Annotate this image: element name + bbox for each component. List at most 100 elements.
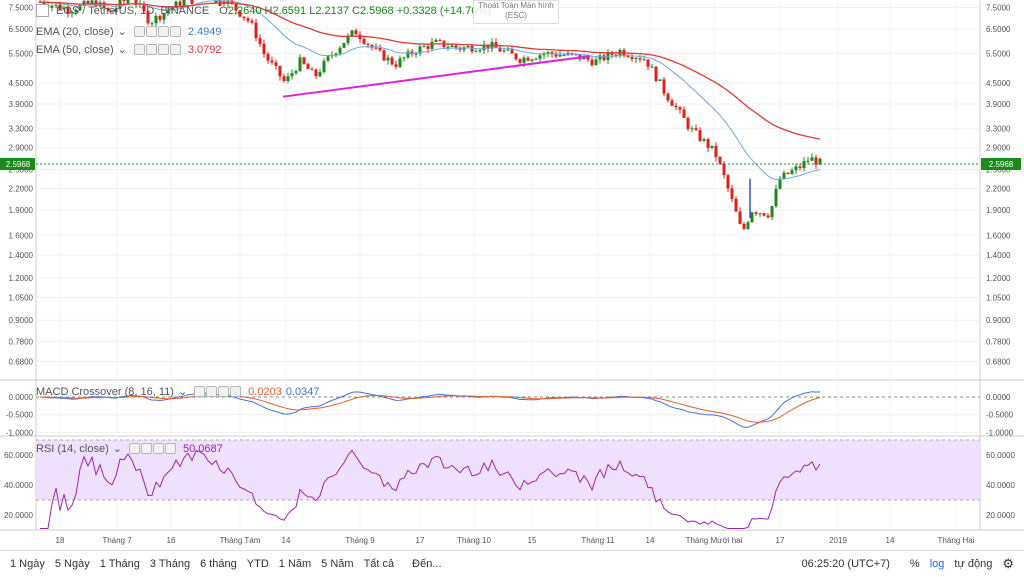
rsi-legend[interactable]: RSI (14, close) ⌄ 50.0687 <box>36 442 223 456</box>
y-tick-label-left: 1.4000 <box>9 251 34 260</box>
rsi-band <box>36 440 980 500</box>
chevron-down-icon[interactable]: ⌄ <box>112 443 122 455</box>
gear-icon[interactable]: ⚙ <box>1002 556 1014 571</box>
candle-body <box>90 0 94 4</box>
candle-body <box>418 46 422 54</box>
macd-legend[interactable]: MACD Crossover (8, 16, 11) ⌄ 0.0203 0.03… <box>36 385 319 399</box>
candle-body <box>570 52 574 54</box>
timeframe-5d[interactable]: 5 Ngày <box>54 558 90 570</box>
rsi-value: 50.0687 <box>182 442 223 455</box>
candle-body <box>270 60 274 63</box>
percent-toggle[interactable]: % <box>909 558 920 570</box>
candle-body <box>146 11 150 24</box>
y-tick-label-left: 1.0500 <box>9 294 34 303</box>
candle-body <box>774 188 778 207</box>
candle-body <box>554 54 558 57</box>
x-tick-label: Tháng 11 <box>581 536 615 545</box>
y-tick-label-left: 1.9000 <box>9 206 34 215</box>
candle-body <box>154 15 158 24</box>
timeframe-1y[interactable]: 1 Năm <box>278 558 312 570</box>
indicator-controls[interactable] <box>133 44 181 55</box>
y-tick-label-right: 0.9000 <box>986 316 1011 325</box>
candle-body <box>306 63 310 70</box>
x-tick-label: 2019 <box>829 536 847 545</box>
candle-body <box>190 0 194 5</box>
timeframe-ytd[interactable]: YTD <box>246 558 269 570</box>
chevron-down-icon[interactable]: ⌄ <box>117 44 127 56</box>
log-toggle[interactable]: log <box>929 558 945 570</box>
candle-body <box>546 52 550 54</box>
candle-body <box>282 76 286 82</box>
candle-body <box>78 4 82 11</box>
candle-body <box>522 57 526 63</box>
timeframe-3m[interactable]: 3 Tháng <box>149 558 191 570</box>
macd-tick-left: -1.0000 <box>6 428 34 437</box>
candle-body <box>286 76 290 82</box>
candle-body <box>466 46 470 48</box>
goto-date-button[interactable]: Đến... <box>412 558 442 570</box>
last-price-badge-right <box>981 158 1021 171</box>
candle-body <box>274 62 278 66</box>
candle-body <box>722 163 726 176</box>
ema50-legend[interactable]: EMA (50, close) ⌄ 3.0792 <box>36 43 222 57</box>
indicator-controls[interactable] <box>128 443 176 454</box>
candle-body <box>74 10 78 13</box>
indicator-controls[interactable] <box>133 26 181 37</box>
candle-body <box>818 158 822 165</box>
candle-body <box>290 73 294 77</box>
candle-body <box>590 59 594 66</box>
candle-body <box>54 4 58 6</box>
ohlc-values: O2.2640 H2.6591 L2.2137 C2.5968 +0.3328 … <box>219 4 491 17</box>
candle-body <box>510 49 514 54</box>
ema50-value: 3.0792 <box>187 43 222 56</box>
y-tick-label-right: 1.2000 <box>986 274 1011 283</box>
candle-body <box>486 44 490 49</box>
candle-body <box>110 10 114 13</box>
y-tick-label-right: 1.6000 <box>986 231 1011 240</box>
y-tick-label-right: 1.4000 <box>986 251 1011 260</box>
ema20-legend[interactable]: EMA (20, close) ⌄ 2.4949 <box>36 25 222 39</box>
auto-toggle[interactable]: tự động <box>954 558 993 570</box>
exit-fullscreen-tooltip[interactable]: Thoát Toàn Màn hình (ESC) <box>473 0 559 24</box>
y-tick-label-right: 0.6800 <box>986 358 1011 367</box>
candle-body <box>614 54 618 56</box>
indicator-controls[interactable] <box>194 386 242 397</box>
macd-tick-left: -0.5000 <box>6 411 34 420</box>
candle-body <box>50 5 54 8</box>
timeframe-1d[interactable]: 1 Ngày <box>10 558 45 570</box>
trendline <box>282 55 591 98</box>
candle-body <box>294 71 298 74</box>
timeframe-1m[interactable]: 1 Tháng <box>99 558 140 570</box>
collapse-icon[interactable] <box>36 4 49 17</box>
candle-body <box>802 161 806 168</box>
candle-body <box>706 139 710 148</box>
y-tick-label-right: 7.5000 <box>986 4 1011 13</box>
last-price-label-left: 2.5968 <box>6 160 31 169</box>
x-tick-label: 17 <box>776 536 785 545</box>
symbol-legend: EOS / TetherUS, 1D, BINANCE O2.2640 H2.6… <box>36 4 491 17</box>
y-tick-label-right: 6.5000 <box>986 25 1011 34</box>
candle-body <box>362 39 366 44</box>
ema50-label: EMA (50, close) <box>36 43 114 56</box>
y-tick-label-left: 0.7800 <box>9 337 34 346</box>
chevron-down-icon[interactable]: ⌄ <box>177 386 188 398</box>
bottom-right-controls: 06:25:20 (UTC+7) % log tự động ⚙ <box>802 551 1024 577</box>
chevron-down-icon[interactable]: ⌄ <box>117 26 127 38</box>
clock-label: 06:25:20 (UTC+7) <box>801 558 890 570</box>
candle-body <box>610 52 614 55</box>
candle-body <box>530 59 534 61</box>
candle-body <box>738 211 742 224</box>
last-price-label-right: 2.5968 <box>989 160 1014 169</box>
chart-canvas[interactable]: 7.5000 7.5000 6.5000 6.5000 5.5000 5.5000 4.50… <box>0 0 1024 550</box>
candle-body <box>318 72 322 77</box>
candle-body <box>750 212 754 223</box>
candle-body <box>234 3 238 11</box>
timeframe-6m[interactable]: 6 tháng <box>200 558 237 570</box>
timeframe-5y[interactable]: 5 Năm <box>321 558 354 570</box>
y-tick-label-left: 7.5000 <box>9 4 34 13</box>
candle-body <box>650 66 654 68</box>
timeframe-all[interactable]: Tất cả <box>363 558 395 570</box>
y-tick-label-right: 5.5000 <box>986 49 1011 58</box>
x-tick-label: Tháng 9 <box>345 536 375 545</box>
candle-body <box>654 66 658 82</box>
